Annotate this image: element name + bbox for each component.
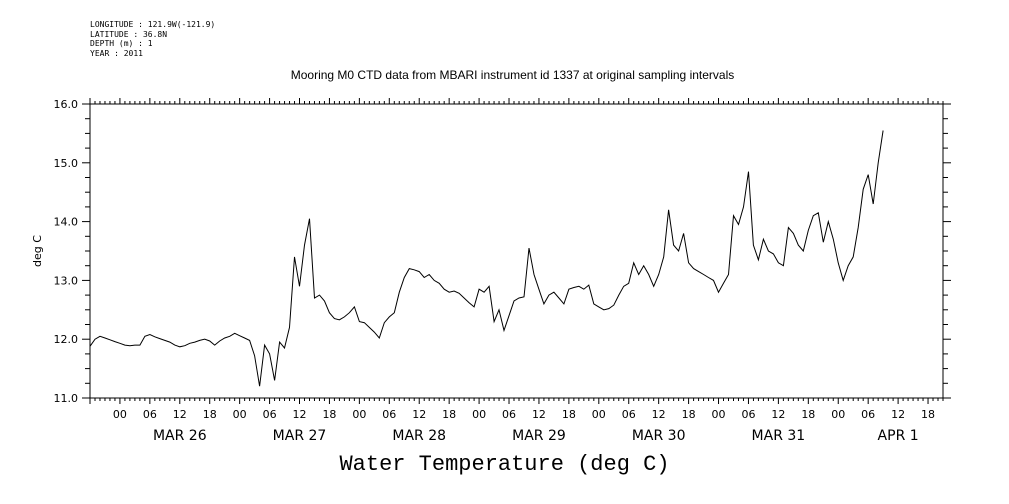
x-day-label: MAR 31 [752,428,806,444]
longitude-label: LONGITUDE : 121.9W(-121.9) [90,20,216,29]
y-tick-label: 12.0 [54,333,79,346]
x-tick-label: 12 [173,408,187,421]
x-tick-label: 18 [801,408,815,421]
x-tick-label: 06 [622,408,636,421]
x-tick-label: 12 [652,408,666,421]
x-tick-label: 00 [831,408,845,421]
x-tick-label: 12 [293,408,307,421]
x-day-label: MAR 28 [392,428,446,444]
depth-label: DEPTH (m) : 1 [90,39,153,48]
chart-title: Mooring M0 CTD data from MBARI instrumen… [290,68,735,82]
x-tick-label: 12 [891,408,905,421]
y-tick-label: 11.0 [54,392,79,405]
y-tick-label: 13.0 [54,274,79,287]
x-tick-label: 18 [921,408,935,421]
x-tick-label: 18 [562,408,576,421]
x-tick-label: 18 [682,408,696,421]
x-tick-label: 18 [322,408,336,421]
x-tick-label: 00 [472,408,486,421]
x-tick-label: 00 [113,408,127,421]
x-tick-label: 06 [502,408,516,421]
x-day-label: MAR 27 [273,428,327,444]
x-tick-label: 00 [592,408,606,421]
x-tick-label: 06 [143,408,157,421]
x-day-label: MAR 26 [153,428,207,444]
plot-frame [89,103,944,399]
x-tick-label: 12 [771,408,785,421]
x-tick-label: 06 [861,408,875,421]
x-tick-label: 06 [741,408,755,421]
x-tick-label: 12 [412,408,426,421]
year-label: YEAR : 2011 [90,48,143,58]
x-tick-label: 00 [233,408,247,421]
x-tick-label: 06 [263,408,277,421]
x-tick-label: 00 [352,408,366,421]
y-tick-label: 16.0 [54,98,79,111]
latitude-label: LATITUDE : 36.8N [90,29,168,39]
temperature-series-line [89,130,884,387]
x-tick-label: 00 [712,408,726,421]
x-axis-title: Water Temperature (deg C) [339,452,670,477]
metadata-block: LONGITUDE : 121.9W(-121.9) LATITUDE : 36… [90,20,215,58]
x-day-label: MAR 30 [632,428,686,444]
y-tick-label: 14.0 [54,216,79,229]
y-tick-label: 15.0 [54,157,79,170]
x-tick-label: 06 [382,408,396,421]
x-day-label: APR 1 [878,428,919,444]
x-day-label: MAR 29 [512,428,566,444]
x-tick-label: 18 [203,408,217,421]
x-tick-label: 18 [442,408,456,421]
y-axis-title: deg C [31,235,44,267]
x-tick-label: 12 [532,408,546,421]
